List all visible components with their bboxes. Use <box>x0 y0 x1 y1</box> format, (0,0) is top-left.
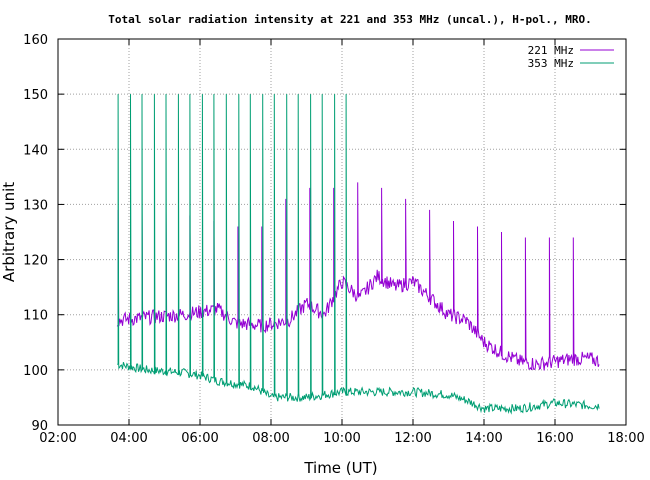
y-axis-label: Arbitrary unit <box>0 182 18 282</box>
y-tick-label: 160 <box>23 33 48 48</box>
y-tick-label: 110 <box>23 309 48 324</box>
x-axis-label: Time (UT) <box>303 459 377 477</box>
series-221-mhz <box>116 182 600 371</box>
y-tick-label: 120 <box>23 254 48 269</box>
x-tick-label: 12:00 <box>394 431 431 446</box>
legend-label-221: 221 MHz <box>528 44 574 57</box>
x-tick-label: 04:00 <box>110 431 147 446</box>
series-line <box>116 94 600 415</box>
x-tick-label: 08:00 <box>252 431 289 446</box>
x-tick-label: 02:00 <box>39 431 76 446</box>
chart-title: Total solar radiation intensity at 221 a… <box>108 13 591 26</box>
series-353-mhz <box>116 94 600 415</box>
y-tick-label: 140 <box>23 143 48 158</box>
y-tick-label: 130 <box>23 198 48 213</box>
x-tick-label: 14:00 <box>465 431 502 446</box>
x-tick-label: 06:00 <box>181 431 218 446</box>
legend-label-353: 353 MHz <box>528 57 574 70</box>
y-tick-label: 100 <box>23 364 48 379</box>
x-tick-label: 18:00 <box>607 431 644 446</box>
y-tick-label: 90 <box>31 419 48 434</box>
x-tick-label: 10:00 <box>323 431 360 446</box>
legend: 221 MHz 353 MHz <box>528 44 614 70</box>
axis-ticks: 90 100 110 120 130 140 150 160 02:00 04:00 06:00 08… <box>23 33 645 446</box>
x-tick-label: 16:00 <box>536 431 573 446</box>
series-line <box>116 182 600 371</box>
y-tick-label: 150 <box>23 88 48 103</box>
